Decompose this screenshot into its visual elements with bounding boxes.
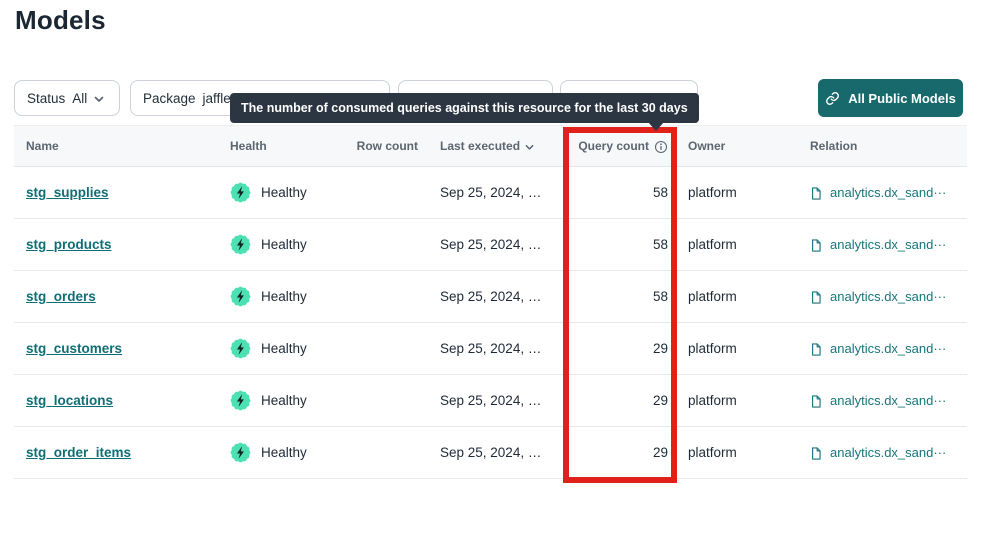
relation-link[interactable]: analytics.dx_sand···: [830, 289, 947, 304]
file-icon: [810, 446, 823, 461]
health-status: Healthy: [261, 289, 307, 304]
healthy-badge-icon: [230, 182, 251, 203]
chevron-down-icon: [94, 96, 104, 103]
table-row: stg_supplies Healthy Sep 25, 2024, … 58 …: [14, 167, 967, 219]
owner-cell: platform: [688, 341, 737, 356]
last-executed-label: Last executed: [440, 139, 521, 153]
file-icon: [810, 186, 823, 201]
file-icon: [810, 238, 823, 253]
owner-cell: platform: [688, 237, 737, 252]
status-filter-label: Status: [27, 90, 66, 106]
package-filter-value: jaffle_: [202, 90, 239, 106]
query-count-cell: 29: [652, 393, 668, 408]
table-row: stg_products Healthy Sep 25, 2024, … 58 …: [14, 219, 967, 271]
status-filter-dropdown[interactable]: Status All: [14, 80, 120, 116]
col-header-row-count: Row count: [356, 139, 418, 153]
healthy-badge-icon: [230, 234, 251, 255]
last-executed-cell: Sep 25, 2024, …: [440, 237, 542, 252]
table-header-row: Name Health Row count Last executed Quer…: [14, 125, 967, 167]
model-link[interactable]: stg_supplies: [26, 185, 109, 200]
table-row: stg_orders Healthy Sep 25, 2024, … 58 pl…: [14, 271, 967, 323]
owner-cell: platform: [688, 393, 737, 408]
col-header-query-count: Query count: [568, 139, 668, 154]
status-filter-value: All: [72, 90, 88, 106]
sort-chevron-icon[interactable]: [525, 144, 534, 151]
model-link[interactable]: stg_products: [26, 237, 112, 252]
relation-link[interactable]: analytics.dx_sand···: [830, 237, 947, 252]
table-row: stg_locations Healthy Sep 25, 2024, … 29…: [14, 375, 967, 427]
file-icon: [810, 290, 823, 305]
all-public-models-button[interactable]: All Public Models: [818, 79, 963, 117]
healthy-badge-icon: [230, 442, 251, 463]
query-count-label: Query count: [578, 139, 649, 153]
relation-link[interactable]: analytics.dx_sand···: [830, 341, 947, 356]
health-status: Healthy: [261, 341, 307, 356]
relation-link[interactable]: analytics.dx_sand···: [830, 445, 947, 460]
info-icon[interactable]: [654, 140, 668, 154]
healthy-badge-icon: [230, 286, 251, 307]
tooltip-arrow: [648, 122, 664, 131]
query-count-cell: 58: [652, 185, 668, 200]
health-status: Healthy: [261, 445, 307, 460]
health-status: Healthy: [261, 393, 307, 408]
file-icon: [810, 394, 823, 409]
col-header-last-executed[interactable]: Last executed: [418, 139, 568, 153]
link-icon: [825, 91, 840, 106]
table-row: stg_order_items Healthy Sep 25, 2024, … …: [14, 427, 967, 479]
last-executed-cell: Sep 25, 2024, …: [440, 445, 542, 460]
healthy-badge-icon: [230, 390, 251, 411]
last-executed-cell: Sep 25, 2024, …: [440, 289, 542, 304]
model-link[interactable]: stg_locations: [26, 393, 114, 408]
query-count-tooltip: The number of consumed queries against t…: [230, 93, 699, 123]
model-link[interactable]: stg_orders: [26, 289, 96, 304]
query-count-cell: 58: [652, 237, 668, 252]
all-public-models-label: All Public Models: [848, 90, 956, 106]
relation-link[interactable]: analytics.dx_sand···: [830, 393, 947, 408]
page-title: Models: [15, 5, 106, 35]
relation-link[interactable]: analytics.dx_sand···: [830, 185, 947, 200]
last-executed-cell: Sep 25, 2024, …: [440, 393, 542, 408]
table-row: stg_customers Healthy Sep 25, 2024, … 29…: [14, 323, 967, 375]
col-header-health: Health: [230, 139, 267, 153]
col-header-name: Name: [26, 139, 59, 153]
health-status: Healthy: [261, 237, 307, 252]
last-executed-cell: Sep 25, 2024, …: [440, 341, 542, 356]
col-header-relation: Relation: [810, 139, 858, 153]
query-count-cell: 29: [652, 341, 668, 356]
models-table: Name Health Row count Last executed Quer…: [14, 125, 967, 479]
col-header-owner: Owner: [688, 139, 726, 153]
query-count-cell: 58: [652, 289, 668, 304]
owner-cell: platform: [688, 445, 737, 460]
package-filter-label: Package: [143, 90, 196, 106]
owner-cell: platform: [688, 185, 737, 200]
query-count-cell: 29: [652, 445, 668, 460]
file-icon: [810, 342, 823, 357]
health-status: Healthy: [261, 185, 307, 200]
model-link[interactable]: stg_customers: [26, 341, 123, 356]
model-link[interactable]: stg_order_items: [26, 445, 132, 460]
healthy-badge-icon: [230, 338, 251, 359]
owner-cell: platform: [688, 289, 737, 304]
last-executed-cell: Sep 25, 2024, …: [440, 185, 542, 200]
